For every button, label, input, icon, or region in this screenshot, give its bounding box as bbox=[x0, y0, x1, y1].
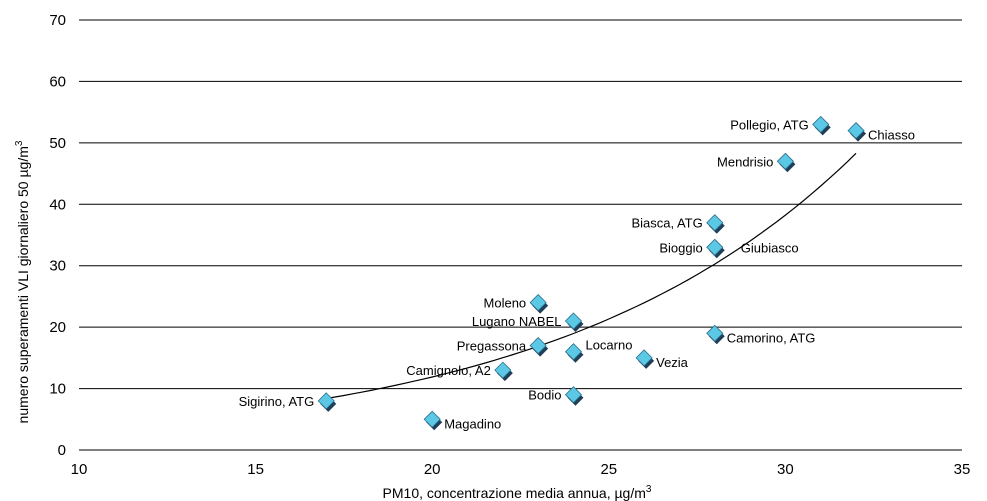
x-tick-35: 35 bbox=[954, 461, 971, 478]
y-tick-0: 0 bbox=[58, 442, 66, 459]
data-point-marker bbox=[494, 361, 513, 382]
y-tick-70: 70 bbox=[49, 12, 66, 29]
y-tick-30: 30 bbox=[49, 258, 66, 275]
x-tick-25: 25 bbox=[600, 461, 617, 478]
point-label: Vezia bbox=[656, 355, 689, 370]
y-tick-60: 60 bbox=[49, 73, 66, 90]
y-tick-40: 40 bbox=[49, 196, 66, 213]
y-tick-labels: 0 10 20 30 40 50 60 70 bbox=[49, 12, 66, 459]
y-tick-20: 20 bbox=[49, 319, 66, 336]
x-tick-10: 10 bbox=[71, 461, 88, 478]
point-label: Lugano NABEL bbox=[472, 314, 562, 329]
point-label: Bodio bbox=[528, 388, 561, 403]
trendline bbox=[326, 152, 857, 400]
data-point-marker bbox=[564, 312, 584, 332]
data-point-marker bbox=[706, 214, 725, 234]
y-tick-50: 50 bbox=[49, 135, 66, 152]
data-point-marker bbox=[706, 238, 725, 259]
point-label: Magadino bbox=[444, 416, 501, 431]
point-label: Chiasso bbox=[868, 128, 915, 143]
point-label: Mendrisio bbox=[717, 154, 773, 169]
data-point-marker bbox=[317, 392, 337, 412]
x-tick-labels: 10 15 20 25 30 35 bbox=[71, 461, 971, 478]
data-point-marker bbox=[635, 349, 655, 369]
gridlines bbox=[79, 19, 962, 451]
point-label: Bioggio bbox=[659, 240, 702, 255]
x-tick-20: 20 bbox=[424, 461, 441, 478]
data-point-marker bbox=[564, 343, 584, 363]
point-label: Pollegio, ATG bbox=[730, 117, 809, 132]
y-tick-10: 10 bbox=[49, 381, 66, 398]
data-point-marker bbox=[564, 386, 584, 406]
point-label: Biasca, ATG bbox=[631, 216, 702, 231]
point-label: Camorino, ATG bbox=[727, 330, 816, 345]
point-label: Locarno bbox=[585, 338, 632, 353]
x-tick-15: 15 bbox=[247, 461, 264, 478]
data-point-marker bbox=[847, 122, 867, 142]
data-point-marker bbox=[706, 324, 725, 345]
point-label: Sigirino, ATG bbox=[239, 394, 315, 409]
y-axis-title: numero superamenti VLI giornaliero 50 µg… bbox=[14, 140, 31, 423]
point-label: Moleno bbox=[484, 296, 527, 311]
x-axis-title: PM10, concentrazione media annua, µg/m3 bbox=[383, 484, 652, 501]
point-labels: Sigirino, ATG Magadino Camignolo, A2 Moleno… bbox=[239, 117, 915, 431]
data-point-marker bbox=[529, 294, 549, 314]
data-point-marker bbox=[423, 410, 443, 431]
x-tick-30: 30 bbox=[777, 461, 794, 478]
data-points bbox=[317, 115, 867, 431]
data-point-marker bbox=[776, 152, 796, 173]
data-point-marker bbox=[529, 337, 549, 357]
point-label: Camignolo, A2 bbox=[406, 363, 491, 378]
point-label: Pregassona bbox=[457, 339, 527, 354]
point-label: Giubiasco bbox=[741, 240, 799, 255]
data-point-marker bbox=[812, 115, 831, 136]
